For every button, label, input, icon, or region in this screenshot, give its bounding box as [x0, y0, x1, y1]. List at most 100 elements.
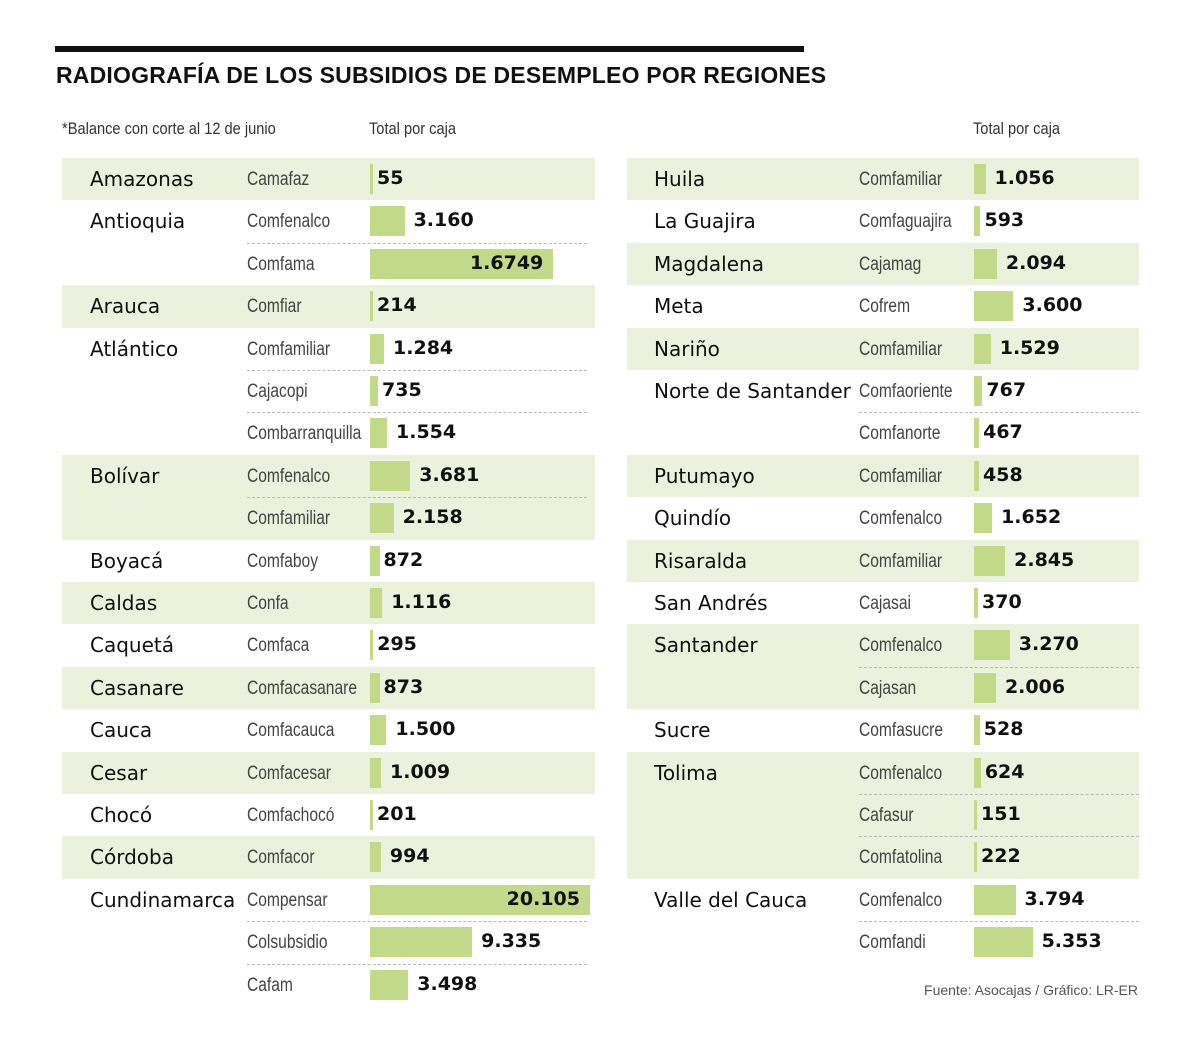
value-bar [370, 757, 382, 788]
value-header-right: Total por caja [973, 119, 1060, 138]
source-credit: Fuente: Asocajas / Gráfico: LR-ER [924, 982, 1138, 998]
caja-name: Cofrem [859, 296, 911, 318]
value-bar [370, 715, 387, 746]
region-band [627, 539, 1139, 582]
region-name: Chocó [90, 803, 153, 827]
caja-name: Comfatolina [859, 847, 943, 869]
region-name: Cauca [90, 718, 153, 743]
caja-name: Comfacor [247, 847, 315, 869]
table-row: Norte de Santander Comfaoriente 767 [627, 370, 1139, 412]
value-bar [370, 206, 405, 237]
value-label: 151 [981, 803, 1021, 825]
region-band [62, 836, 595, 879]
value-bar [370, 672, 380, 703]
caja-name: Comfandi [859, 932, 926, 954]
caja-name: Cafasur [859, 805, 914, 826]
value-label: 1.284 [393, 336, 454, 359]
value-bar [974, 206, 981, 237]
table-row: Comfanorte 467 [627, 412, 1139, 454]
region-name: Tolima [654, 760, 718, 785]
table-row: Sucre Comfasucre 528 [627, 709, 1139, 751]
caja-name: Cajamag [859, 253, 922, 275]
table-row: Bolívar Comfenalco 3.681 [62, 455, 595, 497]
region-name: Caldas [90, 591, 158, 615]
value-label: 2.158 [402, 506, 463, 529]
caja-name: Comfenalco [859, 635, 943, 657]
value-label: 9.335 [481, 930, 542, 953]
value-bar [370, 418, 387, 449]
table-row: San Andrés Cajasai 370 [627, 582, 1139, 624]
region-name: Arauca [90, 294, 161, 319]
value-label: 1.500 [395, 718, 456, 741]
table-row: Caquetá Comfaca 295 [62, 624, 595, 666]
value-label: 994 [389, 845, 430, 868]
region-name: Amazonas [90, 167, 194, 191]
caja-name: Cafam [247, 974, 293, 996]
table-row: Chocó Comfachocó 201 [62, 794, 595, 836]
value-bar [370, 588, 383, 618]
region-name: Sucre [654, 718, 711, 743]
value-label: 1.056 [994, 167, 1055, 189]
value-label: 624 [984, 760, 1025, 783]
value-bar [370, 884, 590, 915]
row-separator [247, 370, 587, 371]
value-label: 528 [983, 718, 1024, 741]
value-label: 370 [982, 591, 1022, 613]
value-label: 873 [383, 675, 424, 698]
value-bar [974, 927, 1033, 958]
caja-name: Comfamiliar [859, 338, 943, 360]
value-bar [974, 884, 1016, 915]
caja-name: Comfiar [247, 296, 302, 318]
value-label: 3.498 [417, 972, 478, 995]
caja-name: Comfasucre [859, 720, 943, 742]
region-name: Santander [654, 633, 758, 658]
table-row: Magdalena Cajamag 2.094 [627, 243, 1139, 285]
caja-name: Confa [247, 593, 289, 614]
value-bar [370, 969, 409, 1000]
value-label: 1.116 [391, 591, 452, 613]
region-band [627, 158, 1139, 201]
table-row: Risaralda Comfamiliar 2.845 [627, 540, 1139, 582]
value-label: 872 [383, 548, 424, 571]
table-row: Quindío Comfenalco 1.652 [627, 497, 1139, 539]
row-separator [859, 921, 1139, 923]
region-name: Atlántico [90, 336, 179, 361]
table-row: Santander Comfenalco 3.270 [627, 624, 1139, 666]
region-name: Cesar [90, 760, 148, 785]
table-row: Cesar Comfacesar 1.009 [62, 752, 595, 794]
caja-name: Comfamiliar [859, 169, 943, 190]
value-label: 3.160 [413, 209, 474, 232]
value-bar [370, 248, 554, 279]
table-row: Cundinamarca Compensar 20.105 [62, 879, 595, 921]
caja-name: Comfamiliar [247, 508, 331, 530]
value-bar [370, 291, 373, 322]
caja-name: Cajasan [859, 677, 917, 699]
caja-name: Comfaguajira [859, 211, 952, 233]
caja-name: Comfenalco [859, 889, 943, 911]
table-row: Antioquia Comfenalco 3.160 [62, 200, 595, 242]
value-bar [370, 376, 379, 406]
table-row: Atlántico Comfamiliar 1.284 [62, 328, 595, 370]
caja-name: Comfamiliar [247, 338, 331, 360]
table-row: Huila Comfamiliar 1.056 [627, 158, 1139, 200]
table-row: Arauca Comfiar 214 [62, 285, 595, 327]
value-bar [370, 800, 373, 830]
table-row: Cajacopi 735 [62, 370, 595, 412]
region-band [62, 751, 595, 794]
value-bar [974, 503, 993, 534]
row-separator [859, 836, 1139, 838]
region-name: Córdoba [90, 845, 174, 870]
caja-name: Camafaz [247, 169, 310, 190]
region-name: Casanare [90, 675, 184, 700]
row-separator [247, 242, 587, 244]
value-bar [370, 503, 394, 534]
row-separator [247, 412, 587, 414]
value-label: 2.094 [1005, 251, 1067, 274]
region-name: Bolívar [90, 463, 160, 488]
value-bar [974, 757, 981, 788]
table-row: Nariño Comfamiliar 1.529 [627, 328, 1139, 370]
table-row: Cauca Comfacauca 1.500 [62, 709, 595, 751]
value-label: 201 [377, 803, 417, 825]
caja-name: Colsubsidio [247, 932, 328, 954]
row-separator [859, 666, 1139, 668]
